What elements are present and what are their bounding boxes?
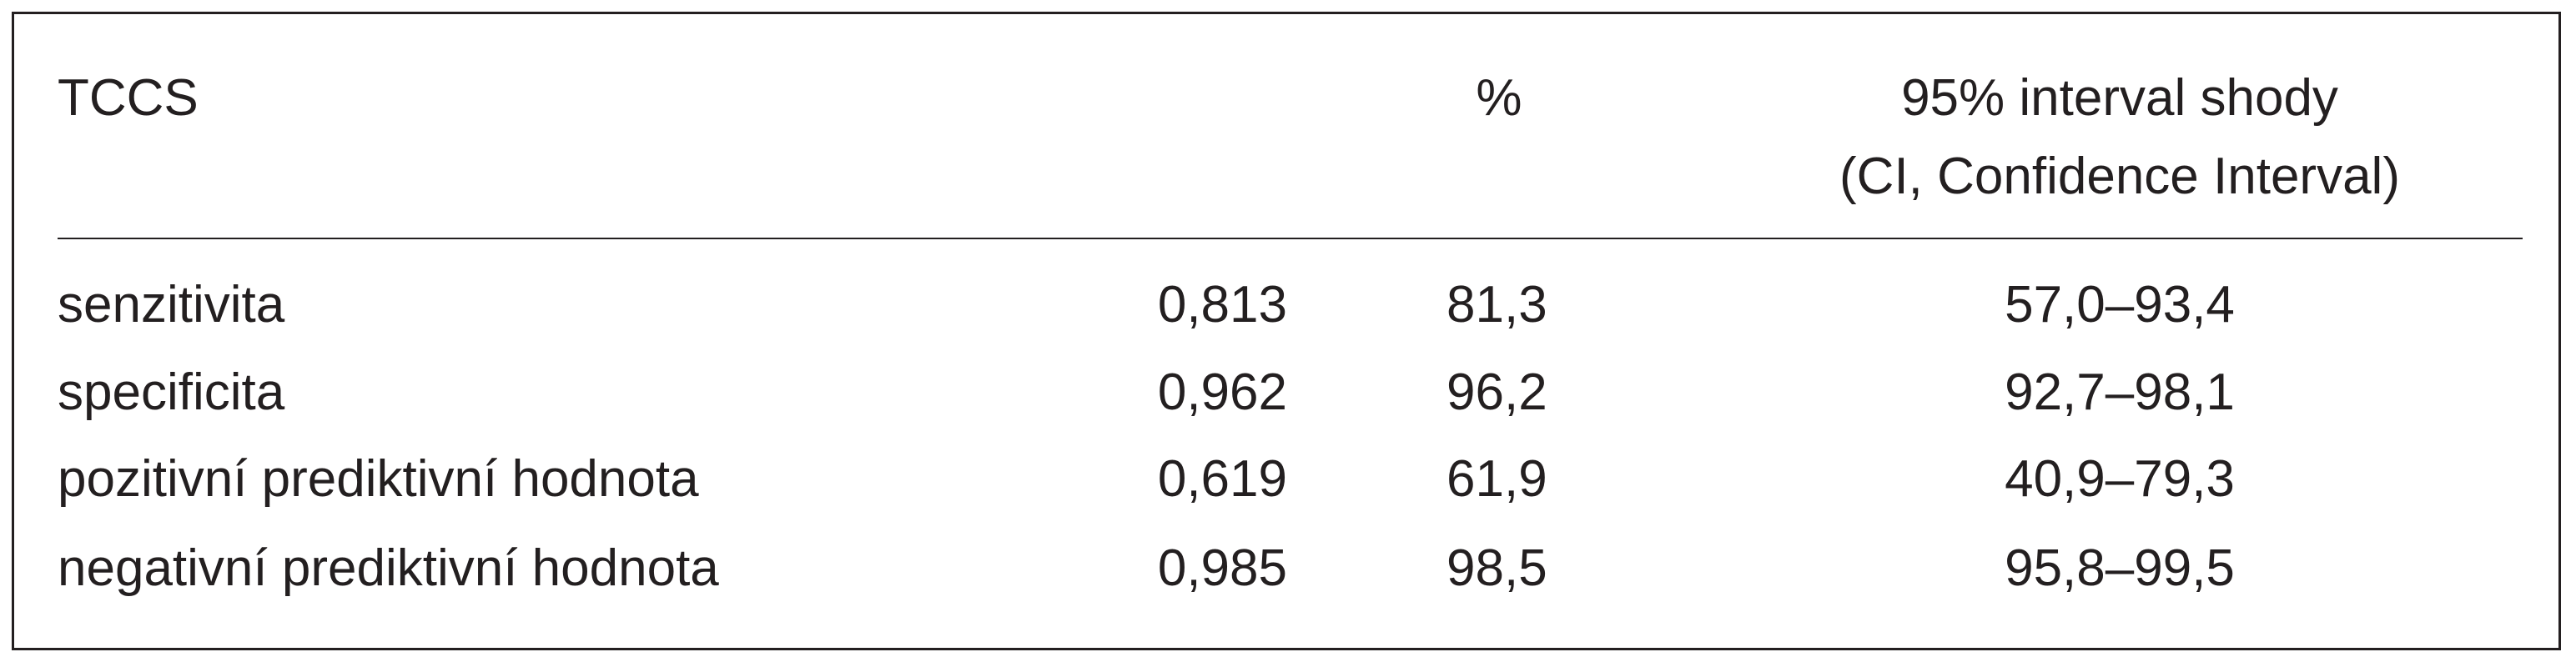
row-value: 0,619 bbox=[1157, 450, 1287, 508]
row-ci: 92,7–98,1 bbox=[2005, 364, 2235, 421]
header-rule bbox=[58, 238, 2523, 239]
header-ci: 95% interval shody bbox=[1901, 69, 2338, 127]
row-percent: 96,2 bbox=[1446, 364, 1547, 421]
header-percent: % bbox=[1476, 69, 1522, 127]
row-ci: 40,9–79,3 bbox=[2005, 450, 2235, 508]
header-ci: (CI, Confidence Interval) bbox=[1839, 148, 2400, 205]
header-label: TCCS bbox=[58, 69, 199, 127]
row-percent: 61,9 bbox=[1446, 450, 1547, 508]
row-ci: 95,8–99,5 bbox=[2005, 539, 2235, 597]
row-value: 0,813 bbox=[1157, 276, 1287, 334]
row-value: 0,962 bbox=[1157, 364, 1287, 421]
table-frame bbox=[12, 12, 2561, 650]
row-value: 0,985 bbox=[1157, 539, 1287, 597]
row-ci: 57,0–93,4 bbox=[2005, 276, 2235, 334]
row-label: senzitivita bbox=[58, 276, 285, 334]
row-percent: 98,5 bbox=[1446, 539, 1547, 597]
row-label: pozitivní prediktivní hodnota bbox=[58, 450, 699, 508]
row-label: negativní prediktivní hodnota bbox=[58, 539, 719, 597]
row-percent: 81,3 bbox=[1446, 276, 1547, 334]
row-label: specificita bbox=[58, 364, 285, 421]
